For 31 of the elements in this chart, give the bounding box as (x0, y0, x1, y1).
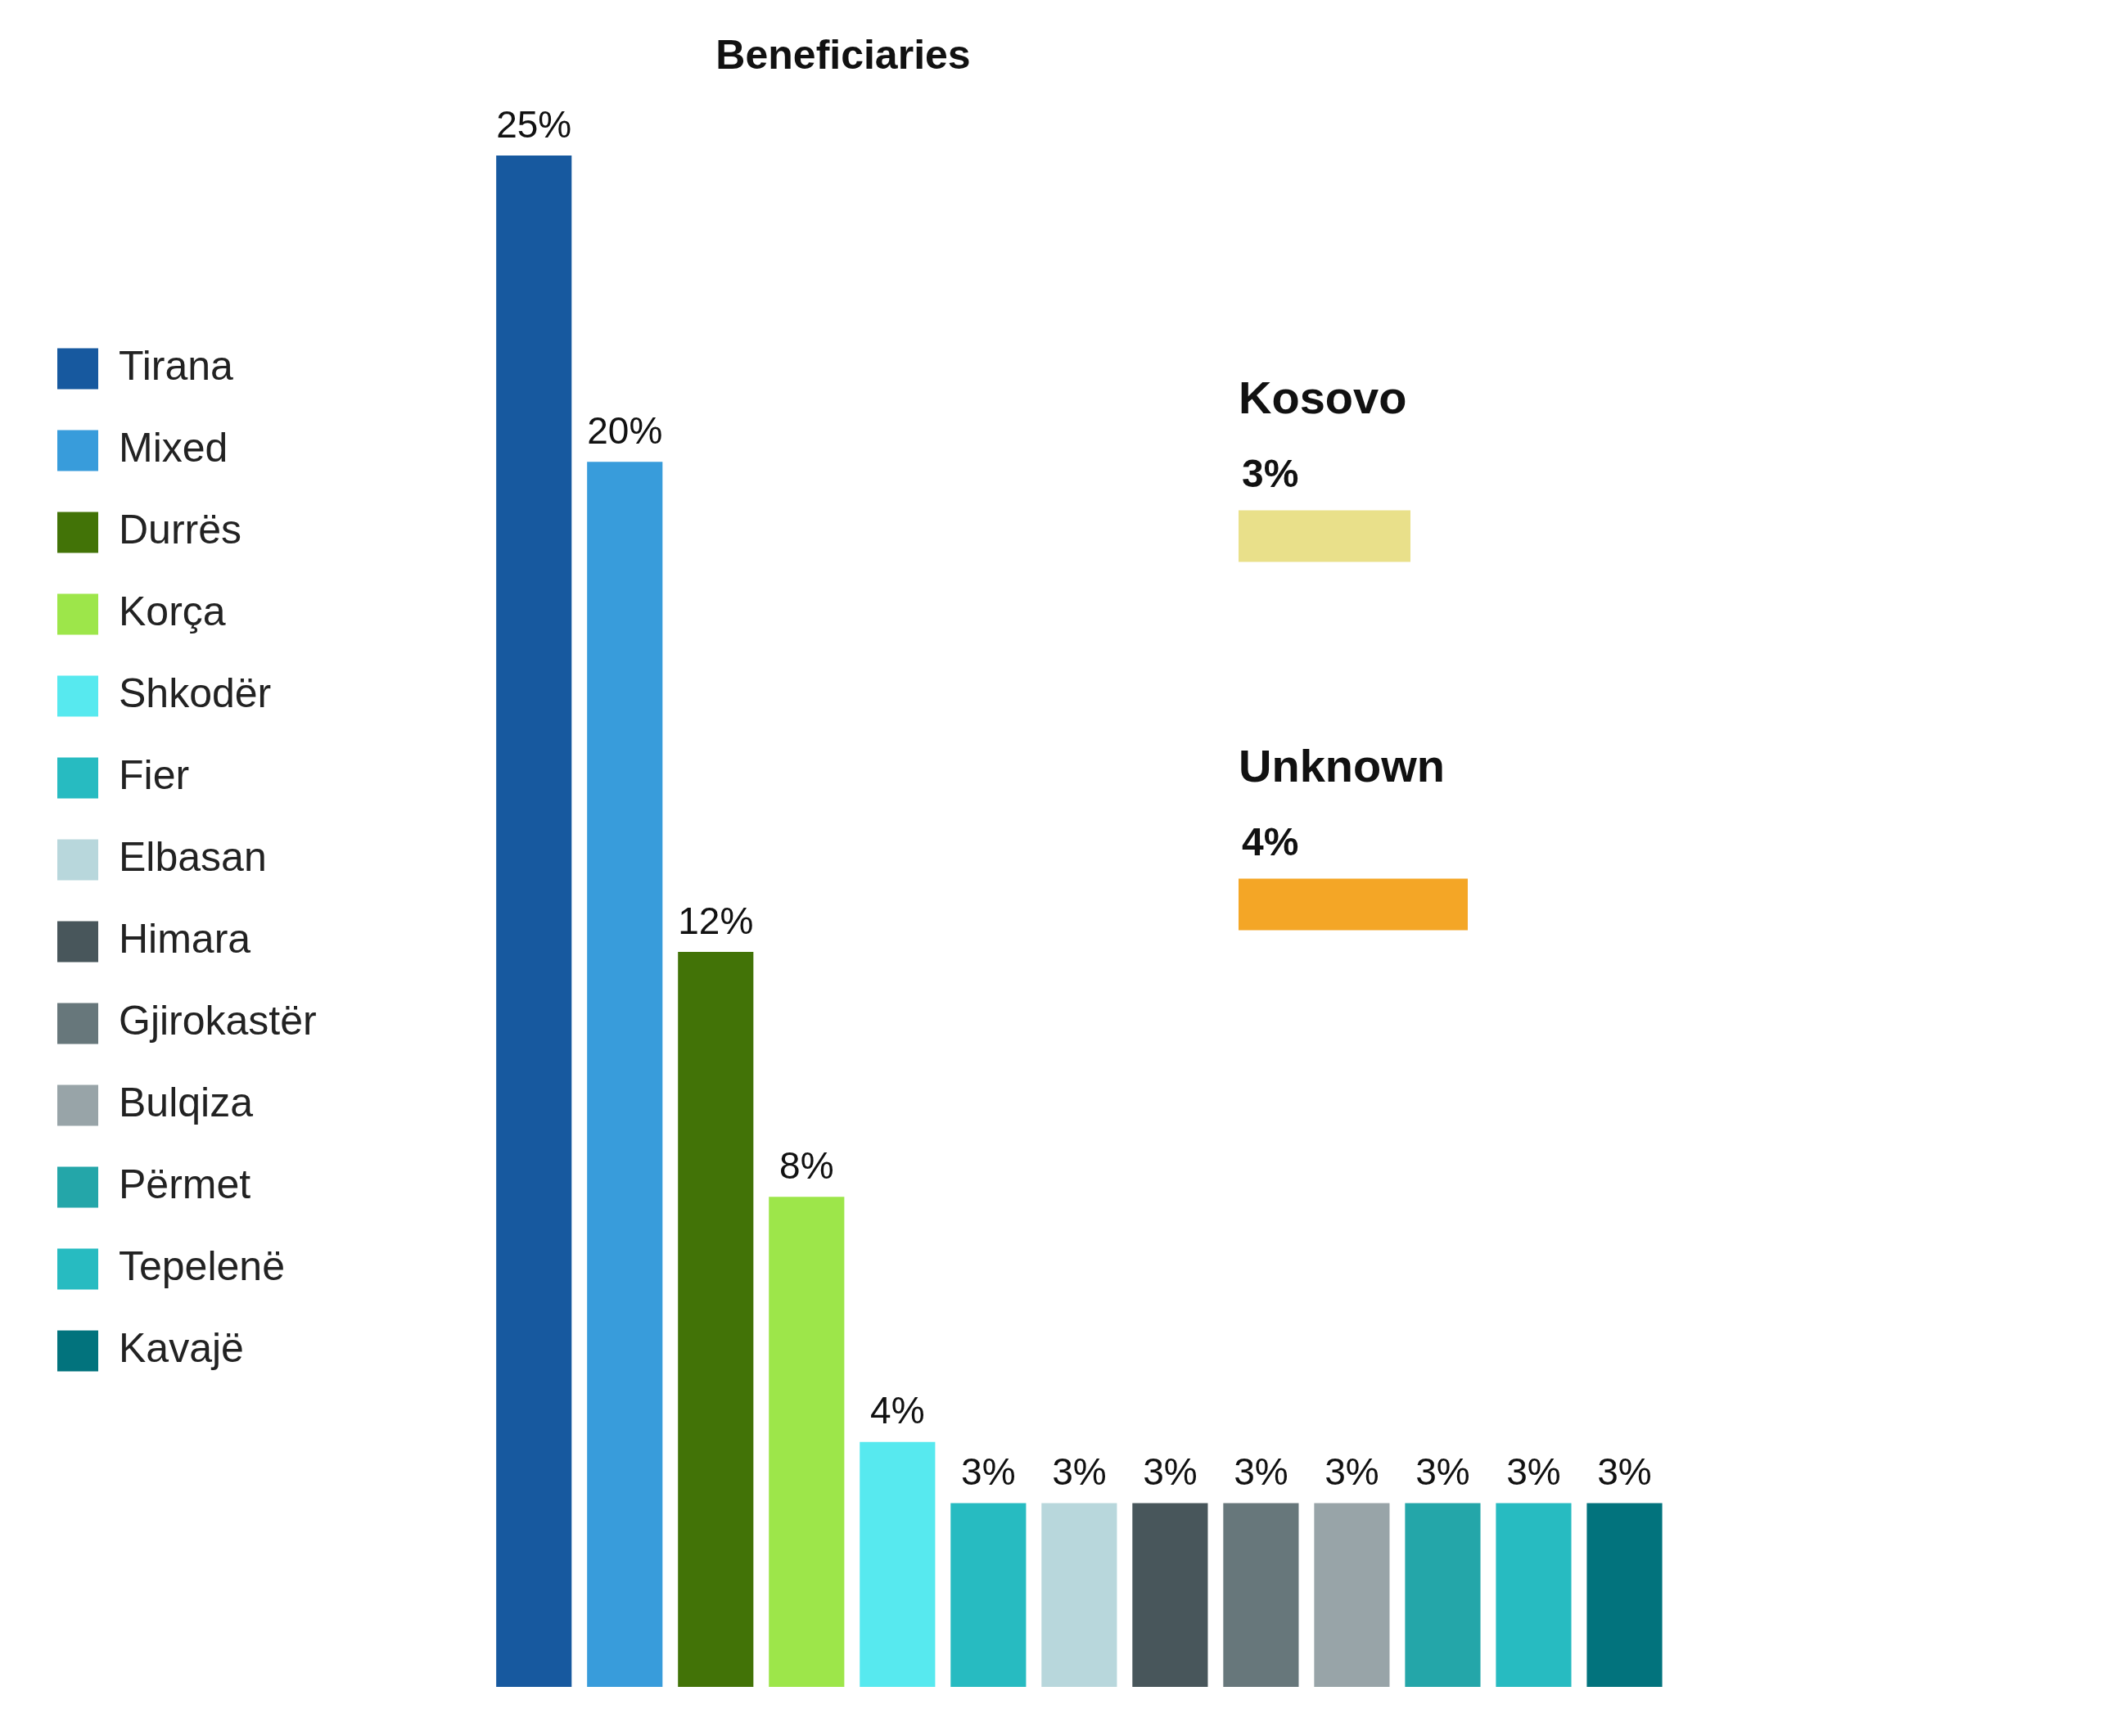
category-label: Unknown (1239, 740, 1445, 791)
legend-label: Shkodër (119, 670, 272, 717)
legend-label: Kavajë (119, 1325, 244, 1372)
legend-label: Tirana (119, 343, 234, 390)
data-label: 25% (496, 102, 572, 146)
data-label: 8% (779, 1143, 834, 1187)
data-label: 20% (587, 408, 663, 452)
legend-label: Përmet (119, 1161, 251, 1208)
category-label: Kosovo (1239, 372, 1407, 423)
chart-title: Beneficiaries (715, 31, 971, 78)
data-label: 3% (1325, 1450, 1379, 1494)
legend-label: Tepelenë (119, 1243, 285, 1290)
legend-label: Fier (119, 752, 190, 799)
data-label: 3% (1415, 1450, 1470, 1494)
legend-label: Himara (119, 916, 251, 963)
data-label: 3% (1242, 452, 1299, 495)
legend-label: Bulqiza (119, 1080, 254, 1126)
legend-label: Korça (119, 588, 226, 635)
data-label: 3% (1143, 1450, 1198, 1494)
data-label: 3% (961, 1450, 1016, 1494)
data-label: 3% (1597, 1450, 1652, 1494)
data-label: 4% (870, 1389, 925, 1432)
legend-label: Elbasan (119, 834, 267, 881)
data-label: 3% (1506, 1450, 1561, 1494)
legend-label: Durrës (119, 507, 242, 553)
legend-label: Gjirokastër (119, 998, 317, 1044)
data-label: 4% (1242, 820, 1299, 863)
legend-label: Mixed (119, 425, 228, 471)
data-label: 3% (1234, 1450, 1288, 1494)
data-label: 3% (1052, 1450, 1107, 1494)
data-label: 12% (678, 899, 754, 942)
